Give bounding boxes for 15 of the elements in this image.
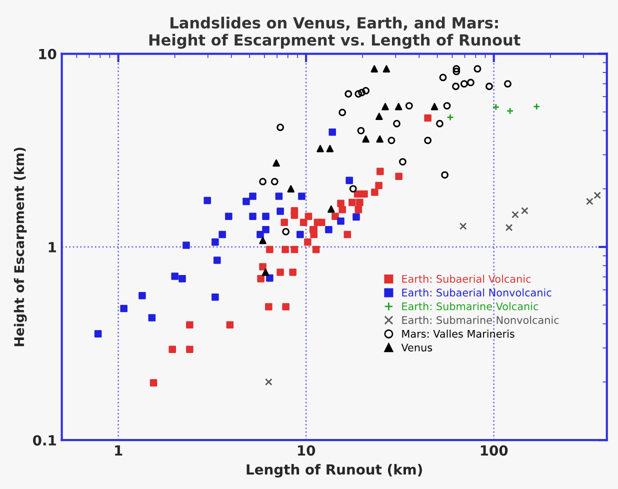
y-tick-label: 10 xyxy=(39,48,56,60)
chart-title: Landslides on Venus, Earth, and Mars: Height of Escarpment vs. Length of Runout xyxy=(149,16,520,49)
x-tick-label: 10 xyxy=(298,445,316,456)
y-tick-label: 0.1 xyxy=(33,435,56,446)
legend-label: Mars: Valles Marineris xyxy=(402,330,514,338)
y-tick-label: 1 xyxy=(48,242,56,252)
y-axis-title: Height of Escarpment (km) xyxy=(14,148,27,346)
legend-label: Venus xyxy=(401,344,432,352)
legend-label: Earth: Subaerial Volcanic xyxy=(402,274,531,283)
legend-label: Earth: Subaerial Nonvolcanic xyxy=(402,288,552,297)
x-axis-title: Length of Runout (km) xyxy=(246,464,422,478)
x-tick-label: 1 xyxy=(115,445,122,456)
legend-label: Earth: Submarine Nonvolcanic xyxy=(402,316,559,324)
legend-label: Earth: Submarine Volcanic xyxy=(402,302,538,310)
x-tick-label: 100 xyxy=(480,445,508,456)
